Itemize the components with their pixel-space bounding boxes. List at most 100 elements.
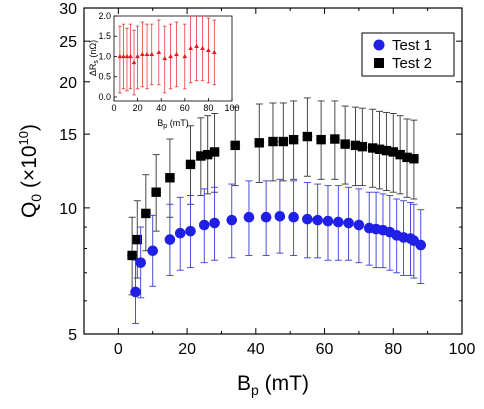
inset-x-tick-label: 0 xyxy=(111,103,116,113)
y-tick-label: 10 xyxy=(59,201,77,218)
legend: Test 1 Test 2 xyxy=(361,32,455,77)
test-2-point xyxy=(357,141,368,152)
test-2-point xyxy=(165,173,175,183)
inset-point xyxy=(162,55,168,61)
inset-point xyxy=(144,51,150,57)
legend-label-test-2: Test 2 xyxy=(392,55,432,72)
inset-x-tick-label: 20 xyxy=(133,103,143,113)
test-2-point xyxy=(402,152,412,163)
main-plot-frame xyxy=(83,7,463,335)
y-axis-title-sup: 10 xyxy=(16,131,31,145)
test-1-point xyxy=(135,257,146,268)
test-2-point xyxy=(388,147,398,157)
inset-point xyxy=(188,45,194,50)
inset-y-tick-label: 1.5 xyxy=(98,31,111,41)
inset-y-axis-title: ΔRs (nΩ) xyxy=(88,40,100,76)
test-2-point xyxy=(203,149,213,160)
x-tick-label: 0 xyxy=(114,341,123,358)
test-1-point xyxy=(312,214,323,226)
inset-point xyxy=(211,49,217,55)
x-axis-title: Bp (mT) xyxy=(237,372,309,398)
inset-series-layer xyxy=(117,15,217,96)
x-axis-title-sub: p xyxy=(251,382,259,398)
legend-marker-test-2 xyxy=(374,58,384,68)
inset-y-tick-label: 0.5 xyxy=(98,72,111,82)
inset-point xyxy=(156,49,162,55)
inset-x-ticks: 0 20 40 60 80 100 xyxy=(111,98,240,113)
inset-x-axis-title-main: B xyxy=(157,118,163,128)
test-2-point xyxy=(196,151,206,161)
test-1-point xyxy=(322,215,334,227)
test-1-point xyxy=(353,219,365,231)
test-1-point xyxy=(288,211,299,223)
inset-point xyxy=(168,53,174,59)
inset-point xyxy=(206,47,211,53)
inset-y-tick-label: 2.0 xyxy=(98,11,111,21)
test-1-point xyxy=(332,216,344,228)
inset-point xyxy=(182,53,188,59)
x-axis-title-main: B xyxy=(237,372,251,395)
inset-x-axis-title-unit: (mT) xyxy=(167,118,189,128)
inset-point xyxy=(131,59,137,65)
inset-x-axis-title-sub: p xyxy=(163,123,167,130)
test-2-point xyxy=(209,147,220,157)
y-axis-title-sub: 0 xyxy=(28,194,44,202)
x-axis-title-unit: (mT) xyxy=(259,372,309,395)
x-tick-label: 80 xyxy=(384,341,402,358)
test-2-point xyxy=(288,134,299,145)
test-2-point xyxy=(132,234,142,245)
inset-point xyxy=(149,51,155,57)
test-2-point xyxy=(330,134,340,144)
y-axis-title-close: ) xyxy=(18,124,41,131)
test-1-point xyxy=(226,214,238,226)
y-tick-label: 20 xyxy=(59,75,77,92)
inset-point xyxy=(135,53,140,59)
test-2-point xyxy=(278,136,289,147)
inset-y-axis-title-main: ΔR xyxy=(88,63,98,76)
inset-plot: 0 20 40 60 80 100 0.0 0.5 1.0 1.5 2.0 ΔRs (nΩ) Bp… xyxy=(88,11,240,130)
test-1-point xyxy=(209,217,220,229)
test-1-point xyxy=(274,210,286,222)
test-2-point xyxy=(340,139,350,149)
test-2-point xyxy=(230,140,240,151)
test-1-point xyxy=(243,211,255,223)
inset-y-ticks: 0.0 0.5 1.0 1.5 2.0 xyxy=(98,11,117,102)
x-tick-label: 40 xyxy=(247,341,265,358)
test-2-point xyxy=(268,136,278,147)
inset-point xyxy=(139,51,145,57)
x-tick-label: 100 xyxy=(449,341,476,358)
inset-y-axis-title-sub: s xyxy=(93,60,100,64)
inset-x-tick-label: 40 xyxy=(156,103,166,113)
test-2-point xyxy=(381,145,392,156)
test-2-point xyxy=(395,149,405,160)
y-tick-label: 5 xyxy=(68,327,77,344)
inset-point xyxy=(117,53,123,59)
main-x-ticks: 0 20 40 60 80 100 xyxy=(83,8,476,358)
test-1-point xyxy=(185,225,196,237)
main-plot: 0 20 40 60 80 100 5 10 15 20 25 30 xyxy=(59,1,475,358)
test-1-point xyxy=(343,217,354,229)
x-tick-label: 20 xyxy=(178,341,196,358)
test-2-point xyxy=(409,154,419,164)
test-1-point xyxy=(174,227,186,239)
legend-label-test-1: Test 1 xyxy=(392,37,432,54)
y-axis-title-main: Q xyxy=(18,202,41,218)
test-2-point xyxy=(350,140,361,151)
test-1-point xyxy=(147,245,159,257)
legend-marker-test-1 xyxy=(373,39,385,51)
test-1-point xyxy=(302,213,313,225)
inset-y-tick-label: 1.0 xyxy=(98,51,111,61)
test-1-point xyxy=(260,211,272,223)
x-tick-label: 60 xyxy=(316,341,334,358)
test-1-point xyxy=(198,219,210,231)
y-axis-title: Q0 (×1010) xyxy=(16,124,44,218)
test-2-point xyxy=(254,138,264,148)
test-2-point xyxy=(367,143,378,153)
inset-y-tick-label: 0.0 xyxy=(98,92,111,102)
test-2-point xyxy=(374,144,385,154)
inset-point xyxy=(194,43,199,48)
inset-x-axis-title: Bp (mT) xyxy=(157,118,188,130)
inset-point xyxy=(121,53,126,59)
inset-y-axis-title-unit: (nΩ) xyxy=(88,40,98,60)
y-axis-title-unit: (×10 xyxy=(18,145,41,193)
